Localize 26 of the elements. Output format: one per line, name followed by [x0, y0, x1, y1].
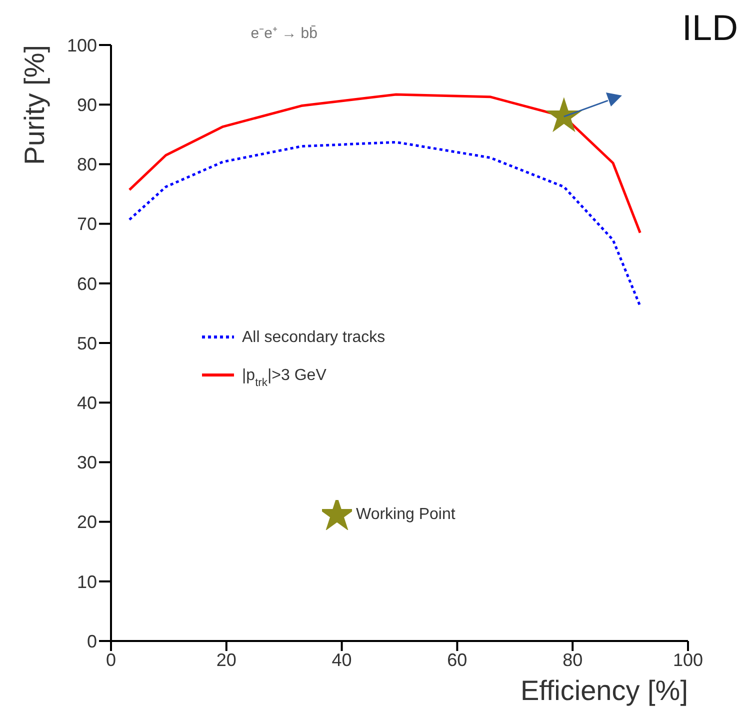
y-tick-label: 10 — [76, 572, 97, 592]
line-series — [128, 93, 642, 234]
y-tick-label: 80 — [76, 154, 97, 175]
x-axis-title: Efficiency [%] — [520, 675, 688, 706]
y-tick-label: 50 — [76, 333, 97, 354]
y-tick-label: 60 — [76, 274, 97, 294]
y-tick-label: 0 — [86, 631, 97, 652]
y-tick-label: 40 — [76, 392, 97, 413]
y-axis-title: Purity [%] — [19, 45, 50, 165]
line-series — [128, 140, 642, 308]
annotation: ILD — [682, 7, 738, 48]
x-tick-label: 80 — [562, 650, 583, 670]
legend-label: |p$_{trk}$|>3 GeV — [242, 367, 327, 389]
legend-label: Working Point — [356, 506, 456, 524]
x-tick-label: 60 — [447, 650, 468, 670]
y-tick-label: 90 — [76, 94, 97, 115]
y-tick-label: 20 — [76, 512, 97, 532]
chart-title: e⁻e⁺ → bb̄ — [250, 25, 318, 42]
legend-label: All secondary tracks — [242, 329, 386, 346]
x-tick-label: 40 — [332, 650, 352, 670]
y-tick-label: 30 — [76, 452, 97, 473]
y-tick-label: 100 — [66, 35, 97, 56]
y-tick-label: 70 — [76, 214, 97, 234]
x-tick-label: 0 — [106, 650, 116, 670]
x-tick-label: 100 — [672, 650, 704, 670]
x-tick-label: 20 — [216, 650, 236, 670]
